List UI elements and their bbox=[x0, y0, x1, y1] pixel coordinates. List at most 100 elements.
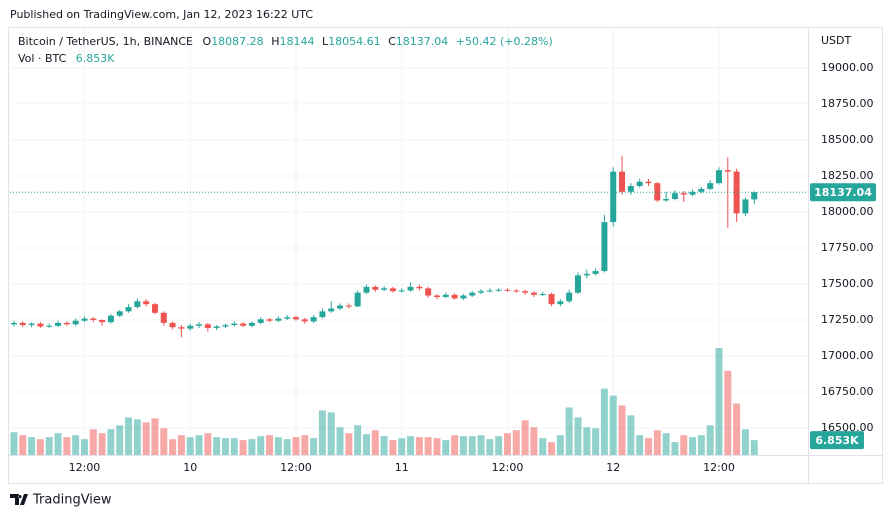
candle-body bbox=[680, 193, 687, 195]
candle-body bbox=[72, 320, 79, 325]
candle-body bbox=[363, 286, 370, 293]
volume-bar bbox=[151, 418, 159, 455]
volume-bar bbox=[292, 437, 300, 455]
candle-body bbox=[266, 319, 273, 321]
candle-body bbox=[548, 294, 555, 305]
volume-bar bbox=[495, 436, 503, 455]
volume-bar bbox=[45, 437, 53, 455]
h-label: H bbox=[271, 35, 279, 48]
volume-bar bbox=[142, 422, 150, 455]
y-tick-label: 17250.00 bbox=[821, 313, 874, 326]
volume-bar bbox=[80, 439, 88, 455]
volume-bar bbox=[327, 412, 335, 455]
candle-body bbox=[240, 323, 247, 326]
candle-body bbox=[134, 301, 141, 308]
volume-bar bbox=[371, 430, 379, 455]
y-tick-label: 18000.00 bbox=[821, 205, 874, 218]
volume-bar bbox=[415, 437, 423, 455]
volume-bar bbox=[556, 435, 564, 455]
candle-body bbox=[566, 292, 573, 302]
candle-body bbox=[469, 292, 476, 296]
volume-bar bbox=[72, 435, 80, 455]
candle-body bbox=[715, 170, 722, 184]
candle-body bbox=[522, 291, 529, 293]
candle-body bbox=[724, 170, 731, 172]
candle-body bbox=[354, 292, 361, 307]
candle-body bbox=[495, 289, 502, 291]
volume-bar bbox=[424, 437, 432, 455]
candle-body bbox=[583, 273, 590, 276]
volume-bar bbox=[230, 438, 238, 455]
candle-body bbox=[90, 318, 97, 321]
candle-body bbox=[222, 325, 229, 327]
volume-bar bbox=[468, 436, 476, 455]
footer-brand: TradingView bbox=[32, 493, 112, 508]
volume-bar bbox=[354, 425, 362, 455]
volume-bar bbox=[442, 440, 450, 455]
x-tick-label: 12:00 bbox=[280, 461, 312, 474]
candle-body bbox=[10, 322, 17, 325]
volume-bar bbox=[204, 433, 212, 455]
candle-body bbox=[310, 317, 317, 322]
candle-body bbox=[513, 290, 520, 292]
candle-body bbox=[231, 323, 238, 326]
candle-body bbox=[63, 322, 70, 325]
volume-bar bbox=[345, 433, 353, 455]
volume-bar bbox=[477, 435, 485, 455]
volume-bar bbox=[548, 442, 556, 455]
l-value: 18054.61 bbox=[328, 35, 381, 48]
y-tick-label: 19000.00 bbox=[821, 61, 874, 74]
x-tick-label: 12:00 bbox=[492, 461, 524, 474]
volume-bar bbox=[671, 442, 679, 455]
candle-body bbox=[707, 183, 714, 189]
candle-body bbox=[169, 322, 176, 328]
c-value: 18137.04 bbox=[396, 35, 449, 48]
candle-body bbox=[319, 311, 326, 318]
volume-bar bbox=[636, 435, 644, 455]
volume-bar bbox=[653, 430, 661, 455]
candle-body bbox=[627, 186, 634, 192]
volume-bar bbox=[680, 435, 688, 455]
volume-bar bbox=[160, 428, 168, 455]
volume-bar bbox=[195, 435, 203, 455]
x-tick-label: 12:00 bbox=[69, 461, 101, 474]
volume-bar bbox=[389, 440, 397, 455]
volume-bar bbox=[618, 405, 626, 455]
candle-body bbox=[504, 289, 511, 291]
x-tick-label: 10 bbox=[183, 461, 197, 474]
volume-bar bbox=[530, 427, 538, 455]
volume-bar bbox=[644, 438, 652, 455]
volume-bar bbox=[213, 437, 221, 455]
y-tick-label: 16750.00 bbox=[821, 385, 874, 398]
candle-body bbox=[530, 292, 537, 295]
volume-bar bbox=[539, 438, 547, 455]
volume-bar bbox=[336, 427, 344, 455]
volume-bar bbox=[433, 438, 441, 455]
volume-bar bbox=[318, 410, 326, 455]
volume-bar bbox=[257, 436, 265, 455]
candle-body bbox=[557, 301, 564, 305]
candle-body bbox=[451, 294, 458, 299]
candle-body bbox=[125, 307, 132, 312]
candle-body bbox=[248, 322, 255, 326]
candle-body bbox=[442, 294, 449, 297]
candle-body bbox=[284, 317, 291, 319]
volume-bar bbox=[133, 419, 141, 455]
y-tick-label: 17750.00 bbox=[821, 241, 874, 254]
o-label: O bbox=[203, 35, 212, 48]
candle-body bbox=[654, 183, 661, 201]
volume-bar bbox=[169, 439, 177, 455]
volume-bar bbox=[407, 436, 415, 455]
candle-body bbox=[381, 288, 388, 290]
candle-body bbox=[345, 305, 352, 307]
volume-bar bbox=[451, 435, 459, 455]
volume-bar bbox=[733, 403, 741, 455]
candle-body bbox=[416, 286, 423, 289]
volume-bar bbox=[724, 370, 732, 455]
volume-bar bbox=[116, 425, 124, 455]
candle-body bbox=[601, 222, 608, 272]
volume-bar bbox=[266, 435, 274, 455]
y-tick-label: 18500.00 bbox=[821, 133, 874, 146]
volume-label-box bbox=[810, 431, 864, 450]
volume-legend: Vol · BTC 6.853K bbox=[18, 52, 115, 65]
